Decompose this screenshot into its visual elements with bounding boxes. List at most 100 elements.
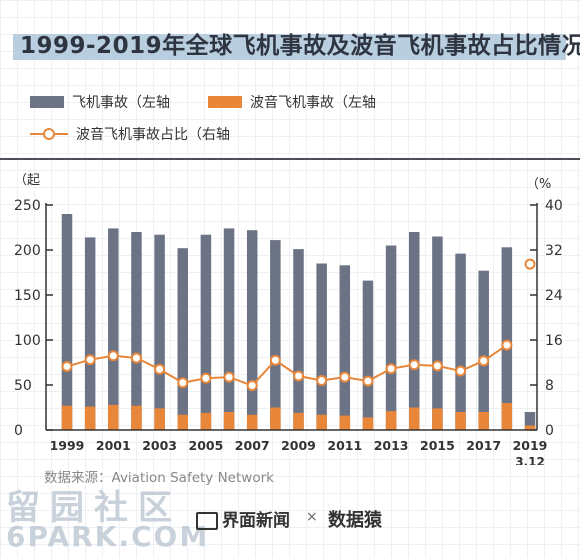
bar-total-accidents xyxy=(246,230,258,430)
line-point-boeing-share xyxy=(130,352,142,364)
line-point-boeing-share xyxy=(107,350,119,362)
divider-line xyxy=(0,158,580,160)
bar-boeing-accidents xyxy=(177,414,188,430)
line-point-boeing-share xyxy=(501,339,513,351)
bar-total-accidents xyxy=(362,280,374,430)
line-point-boeing-share xyxy=(431,360,443,372)
line-point-boeing-share xyxy=(455,365,467,377)
bar-boeing-accidents xyxy=(385,411,397,430)
bar-total-accidents xyxy=(223,228,235,430)
legend-label: 波音飞机事故（左轴 xyxy=(250,95,376,111)
legend-swatch-gray xyxy=(30,96,64,108)
y-left-tick-label: 100 xyxy=(14,333,41,349)
x-tick-sublabel: 3.12 xyxy=(515,455,545,465)
bar-boeing-accidents xyxy=(293,412,304,430)
line-point-boeing-share xyxy=(339,371,351,383)
bar-boeing-accidents xyxy=(478,412,489,430)
bar-boeing-accidents xyxy=(108,404,119,430)
line-point-boeing-share xyxy=(316,375,328,386)
bar-boeing-accidents xyxy=(432,408,443,430)
watermark-url: 6PARK.COM xyxy=(6,520,210,553)
y-left-tick-label: 0 xyxy=(14,423,23,439)
bar-total-accidents xyxy=(61,214,73,430)
footer-brand-jiemian: 界面新闻 xyxy=(196,506,290,531)
bar-total-accidents xyxy=(432,236,443,430)
bar-total-accidents xyxy=(84,237,96,430)
bar-total-accidents xyxy=(339,265,351,430)
x-tick-label: 2001 xyxy=(96,438,131,453)
legend-item-boeing: 波音飞机事故（左轴 xyxy=(208,92,376,112)
x-tick-label: 2013 xyxy=(374,438,409,453)
bar-total-accidents xyxy=(177,248,188,430)
bar-total-accidents xyxy=(154,234,165,430)
title-highlight xyxy=(13,34,566,60)
legend-item-accidents: 飞机事故（左轴 xyxy=(30,92,170,112)
y-right-unit: （% xyxy=(526,177,551,192)
y-right-tick-label: 24 xyxy=(545,288,563,304)
x-tick-label: 2003 xyxy=(142,438,177,453)
bar-boeing-accidents xyxy=(316,414,327,430)
line-point-boeing-share xyxy=(385,363,397,375)
line-point-boeing-share xyxy=(154,363,166,375)
line-point-boeing-share xyxy=(362,375,374,387)
legend-swatch-orange xyxy=(208,96,242,108)
bar-total-accidents xyxy=(501,247,513,430)
bar-total-accidents xyxy=(293,249,304,430)
bar-total-accidents xyxy=(409,232,420,430)
line-point-boeing-share xyxy=(223,371,235,383)
line-point-boeing-share xyxy=(200,372,212,384)
bar-boeing-accidents xyxy=(524,425,536,430)
bar-total-accidents xyxy=(270,240,281,430)
x-tick-label: 2005 xyxy=(189,438,224,453)
y-left-tick-label: 200 xyxy=(14,243,41,259)
bar-total-accidents xyxy=(478,270,489,430)
line-point-boeing-share xyxy=(408,359,420,371)
bar-total-accidents xyxy=(131,232,142,430)
y-left-tick-label: 150 xyxy=(14,288,41,304)
x-tick-label: 2019 xyxy=(513,438,548,453)
bar-boeing-accidents xyxy=(246,414,258,430)
bar-total-accidents xyxy=(200,234,212,430)
y-right-tick-label: 8 xyxy=(545,378,554,394)
y-right-tick-label: 32 xyxy=(545,243,563,259)
x-tick-label: 1999 xyxy=(50,438,85,453)
line-point-boeing-share xyxy=(269,354,281,366)
x-tick-label: 2009 xyxy=(281,438,316,453)
y-right-tick-label: 0 xyxy=(545,423,554,439)
bar-boeing-accidents xyxy=(131,405,142,430)
y-left-unit: （起 xyxy=(14,173,40,188)
jiemian-icon xyxy=(196,512,218,530)
line-point-boeing-share xyxy=(293,370,304,382)
bar-boeing-accidents xyxy=(409,407,420,430)
y-left-tick-label: 50 xyxy=(14,378,32,394)
bar-boeing-accidents xyxy=(84,406,96,430)
line-point-boeing-share xyxy=(84,354,96,366)
y-left-tick-label: 250 xyxy=(14,198,41,214)
y-right-tick-label: 40 xyxy=(545,198,563,214)
bar-total-accidents xyxy=(455,253,466,430)
x-tick-label: 2007 xyxy=(235,438,270,453)
line-point-boeing-share xyxy=(524,258,536,270)
x-tick-label: 2011 xyxy=(327,438,362,453)
legend-swatch-line xyxy=(30,128,68,140)
footer-separator: × xyxy=(306,509,318,525)
watermark-text: 留园社区 xyxy=(6,488,182,528)
legend-item-share: 波音飞机事故占比（右轴 xyxy=(30,124,230,144)
bar-boeing-accidents xyxy=(154,408,165,430)
line-point-boeing-share xyxy=(61,360,73,372)
x-tick-label: 2017 xyxy=(466,438,501,453)
legend-label: 飞机事故（左轴 xyxy=(72,95,170,111)
chart-svg: （起 （% 0 50 100 150 200 250 0 8 16 24 32 40 1999 200… xyxy=(14,173,563,465)
bar-boeing-accidents xyxy=(362,417,374,430)
legend-label: 波音飞机事故占比（右轴 xyxy=(76,127,230,143)
bar-boeing-accidents xyxy=(501,403,513,430)
bar-total-accidents xyxy=(316,263,327,430)
bar-boeing-accidents xyxy=(200,412,212,430)
line-point-boeing-share xyxy=(478,355,490,367)
y-right-tick-label: 16 xyxy=(545,333,563,349)
line-point-boeing-share xyxy=(177,377,189,389)
bar-boeing-accidents xyxy=(339,415,351,430)
bar-total-accidents xyxy=(108,228,119,430)
bar-boeing-accidents xyxy=(223,412,235,430)
chart-title: 1999-2019年全球飞机事故及波音飞机事故占比情况 xyxy=(20,33,580,59)
